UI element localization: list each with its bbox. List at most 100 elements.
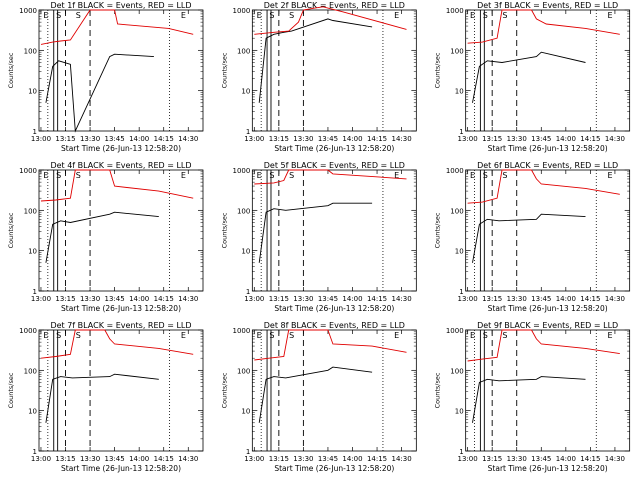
y-tick-label: 10 bbox=[28, 408, 37, 416]
x-axis-label: Start Time (26-Jun-13 12:58:20) bbox=[488, 144, 608, 153]
chart-title: Det 6f BLACK = Events, RED = LLD bbox=[477, 161, 618, 170]
x-tick-label: 13:15 bbox=[482, 455, 502, 463]
interval-marker: E bbox=[181, 331, 186, 340]
x-tick-label: 13:00 bbox=[31, 135, 51, 143]
y-tick-label: 10 bbox=[455, 88, 464, 96]
x-tick-label: 14:15 bbox=[154, 295, 174, 303]
x-tick-label: 14:00 bbox=[342, 295, 362, 303]
y-tick-label: 100 bbox=[237, 367, 250, 375]
x-tick-label: 13:30 bbox=[293, 135, 313, 143]
lld-series-line bbox=[467, 169, 620, 204]
interval-marker: S bbox=[269, 11, 274, 20]
interval-marker: S bbox=[56, 171, 61, 180]
x-tick-label: 13:30 bbox=[80, 455, 100, 463]
x-axis-label: Start Time (26-Jun-13 12:58:20) bbox=[61, 144, 181, 153]
y-tick-label: 1 bbox=[246, 128, 250, 136]
y-tick-label: 1000 bbox=[233, 7, 251, 15]
interval-marker: S bbox=[502, 331, 507, 340]
plot-frame bbox=[38, 9, 204, 132]
interval-marker: E bbox=[607, 171, 612, 180]
x-tick-label: 13:45 bbox=[318, 295, 338, 303]
x-tick-label: 14:00 bbox=[342, 135, 362, 143]
events-series-line bbox=[45, 211, 159, 263]
y-tick-label: 100 bbox=[24, 47, 37, 55]
x-tick-label: 13:15 bbox=[269, 295, 289, 303]
events-series-line bbox=[472, 51, 586, 103]
interval-marker: E bbox=[607, 11, 612, 20]
x-tick-label: 13:45 bbox=[318, 135, 338, 143]
interval-marker: S bbox=[269, 331, 274, 340]
plot-frame bbox=[465, 329, 631, 452]
chart-title: Det 8f BLACK = Events, RED = LLD bbox=[264, 321, 405, 330]
events-series-line bbox=[472, 376, 586, 423]
y-tick-label: 1000 bbox=[233, 167, 251, 175]
x-tick-label: 14:00 bbox=[556, 295, 576, 303]
x-tick-label: 13:30 bbox=[80, 135, 100, 143]
interval-marker: E bbox=[257, 331, 262, 340]
y-tick-label: 1000 bbox=[19, 7, 37, 15]
chart-panel-3: Det 3f BLACK = Events, RED = LLD 1 10 100 10… bbox=[434, 1, 631, 153]
x-tick-label: 13:30 bbox=[80, 295, 100, 303]
x-tick-label: 14:30 bbox=[178, 455, 198, 463]
y-axis-label: Counts/sec bbox=[7, 52, 15, 88]
y-tick-label: 1 bbox=[246, 288, 250, 296]
events-series-line bbox=[45, 373, 159, 423]
x-tick-label: 14:15 bbox=[367, 135, 387, 143]
chart-panel-8: Det 8f BLACK = Events, RED = LLD 1 10 100 10… bbox=[220, 321, 417, 473]
x-tick-label: 13:15 bbox=[482, 135, 502, 143]
interval-marker: E bbox=[181, 11, 186, 20]
x-tick-label: 13:45 bbox=[105, 455, 125, 463]
y-tick-label: 100 bbox=[24, 207, 37, 215]
x-tick-label: 14:30 bbox=[605, 295, 625, 303]
lld-series-line bbox=[254, 329, 407, 361]
interval-marker: E bbox=[394, 331, 399, 340]
interval-marker: S bbox=[483, 331, 488, 340]
chart-title: Det 3f BLACK = Events, RED = LLD bbox=[477, 1, 618, 10]
x-axis-label: Start Time (26-Jun-13 12:58:20) bbox=[274, 144, 394, 153]
interval-marker: S bbox=[76, 11, 81, 20]
x-tick-label: 13:00 bbox=[244, 135, 264, 143]
y-tick-label: 1 bbox=[33, 128, 37, 136]
lld-series-line bbox=[40, 329, 194, 359]
x-tick-label: 13:15 bbox=[269, 135, 289, 143]
x-tick-label: 14:30 bbox=[392, 455, 412, 463]
interval-marker: S bbox=[289, 11, 294, 20]
y-tick-label: 100 bbox=[450, 47, 463, 55]
x-tick-label: 13:30 bbox=[293, 455, 313, 463]
lld-series-line bbox=[467, 9, 620, 44]
y-axis-label: Counts/sec bbox=[434, 372, 442, 408]
chart-title: Det 7f BLACK = Events, RED = LLD bbox=[50, 321, 191, 330]
lld-series-line bbox=[40, 9, 194, 45]
x-tick-label: 14:15 bbox=[154, 135, 174, 143]
y-tick-label: 10 bbox=[241, 88, 250, 96]
plot-frame bbox=[465, 169, 631, 292]
x-tick-label: 14:00 bbox=[556, 135, 576, 143]
x-axis-label: Start Time (26-Jun-13 12:58:20) bbox=[488, 464, 608, 473]
y-axis-label: Counts/sec bbox=[434, 52, 442, 88]
x-axis-label: Start Time (26-Jun-13 12:58:20) bbox=[274, 464, 394, 473]
interval-marker: E bbox=[394, 171, 399, 180]
y-tick-label: 10 bbox=[28, 88, 37, 96]
chart-panel-4: Det 4f BLACK = Events, RED = LLD 1 10 100 10… bbox=[7, 161, 204, 313]
interval-marker: S bbox=[269, 171, 274, 180]
x-axis-label: Start Time (26-Jun-13 12:58:20) bbox=[488, 304, 608, 313]
chart-title: Det 9f BLACK = Events, RED = LLD bbox=[477, 321, 618, 330]
y-tick-label: 1 bbox=[33, 288, 37, 296]
lld-series-line bbox=[467, 329, 620, 362]
x-tick-label: 14:00 bbox=[129, 295, 149, 303]
x-tick-label: 13:00 bbox=[458, 295, 478, 303]
y-tick-label: 1000 bbox=[446, 7, 464, 15]
y-axis-label: Counts/sec bbox=[220, 372, 228, 408]
x-tick-label: 14:30 bbox=[392, 135, 412, 143]
interval-marker: S bbox=[289, 171, 294, 180]
x-tick-label: 14:30 bbox=[178, 295, 198, 303]
plot-frame bbox=[38, 169, 204, 292]
plot-frame bbox=[251, 329, 417, 452]
interval-marker: E bbox=[43, 331, 48, 340]
y-tick-label: 1 bbox=[246, 448, 250, 456]
x-tick-label: 13:00 bbox=[31, 295, 51, 303]
interval-marker: E bbox=[43, 11, 48, 20]
y-tick-label: 1 bbox=[459, 448, 463, 456]
y-tick-label: 100 bbox=[237, 47, 250, 55]
